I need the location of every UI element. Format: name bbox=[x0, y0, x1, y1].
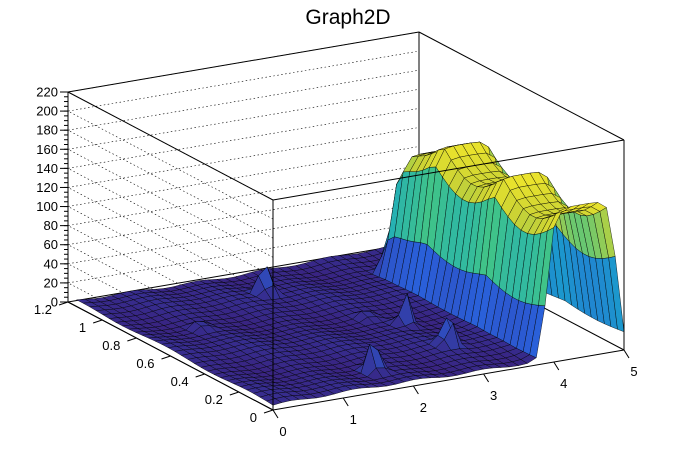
x-tick-label: 0 bbox=[279, 424, 286, 439]
y-tick-mark bbox=[127, 337, 137, 342]
z-tick-label: 140 bbox=[36, 161, 58, 176]
z-grid-line bbox=[67, 127, 420, 296]
y-tick-mark bbox=[263, 409, 274, 414]
x-tick-label: 4 bbox=[560, 376, 567, 391]
x-tick-mark bbox=[623, 349, 630, 359]
z-tick-label: 220 bbox=[36, 85, 58, 100]
box-edge bbox=[418, 31, 625, 141]
z-tick-label: 100 bbox=[36, 199, 58, 214]
y-tick-label: 0.4 bbox=[171, 374, 189, 389]
y-tick-mark bbox=[93, 319, 103, 324]
x-tick-label: 3 bbox=[490, 388, 497, 403]
y-tick-label: 1 bbox=[79, 320, 86, 335]
chart-title: Graph2D bbox=[305, 6, 390, 29]
y-tick-mark bbox=[161, 355, 171, 360]
x-tick-mark bbox=[553, 361, 560, 371]
surface-mesh bbox=[75, 141, 625, 406]
x-tick-label: 1 bbox=[350, 412, 357, 427]
x-tick-mark bbox=[483, 373, 490, 383]
x-tick-mark bbox=[342, 397, 349, 407]
z-grid-line bbox=[67, 31, 420, 201]
x-axis: 0 1 2 3 4 5 bbox=[272, 349, 638, 439]
y-tick-mark bbox=[195, 373, 205, 378]
y-tick-mark bbox=[58, 301, 69, 306]
surface-cell bbox=[608, 256, 625, 333]
z-tick-label: 20 bbox=[44, 275, 58, 290]
x-tick-label: 2 bbox=[420, 400, 427, 415]
z-tick-label: 200 bbox=[36, 104, 58, 119]
z-grid-line bbox=[67, 108, 420, 277]
z-grid-line bbox=[67, 50, 420, 220]
y-tick-label: 1.2 bbox=[34, 302, 52, 317]
x-tick-label: 5 bbox=[630, 364, 637, 379]
z-grid-line bbox=[67, 89, 420, 258]
y-tick-mark bbox=[229, 391, 239, 396]
z-axis: 0 20 40 60 80 100 120 140 160 180 200 220 bbox=[36, 85, 69, 310]
z-tick-label: 40 bbox=[44, 256, 58, 271]
x-tick-mark bbox=[412, 385, 419, 395]
z-grid-line bbox=[67, 69, 420, 239]
y-axis: 0 0.2 0.4 0.6 0.8 1 1.2 bbox=[34, 301, 274, 425]
y-tick-label: 0.8 bbox=[102, 338, 120, 353]
y-tick-label: 0.2 bbox=[205, 392, 223, 407]
z-tick-label: 60 bbox=[44, 237, 58, 252]
y-tick-label: 0.6 bbox=[136, 356, 154, 371]
z-tick-label: 120 bbox=[36, 180, 58, 195]
z-grid-line bbox=[67, 146, 420, 315]
y-tick-label: 0 bbox=[250, 410, 257, 425]
box-edge bbox=[272, 139, 625, 201]
z-tick-label: 160 bbox=[36, 142, 58, 157]
z-tick-label: 180 bbox=[36, 123, 58, 138]
x-tick-mark bbox=[272, 409, 279, 419]
z-tick-label: 80 bbox=[44, 218, 58, 233]
z-tick-label: 0 bbox=[51, 295, 58, 310]
x-axis-line bbox=[272, 349, 625, 411]
plot-box-front bbox=[272, 139, 625, 410]
